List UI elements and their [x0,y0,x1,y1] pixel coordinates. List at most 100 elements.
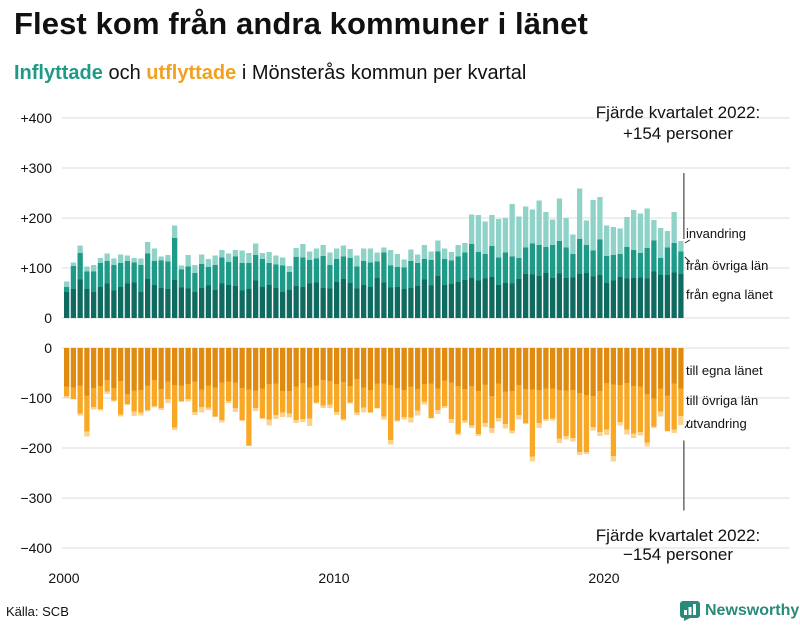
bar-in-immig [604,225,610,256]
bar-in-local [435,276,441,318]
bar-out-emig [388,440,394,445]
bar-out-local [415,348,421,389]
bar-out-emig [212,416,218,417]
bar-in-other [408,261,414,288]
bar-out-other [570,390,576,438]
bar-group [64,188,684,462]
bar-out-local [435,348,441,389]
bar-out-emig [205,407,212,410]
bar-out-local [442,348,448,381]
bar-in-local [610,280,617,318]
bar-in-local [286,290,293,318]
bar-in-local [165,289,171,318]
bar-in-other [624,247,630,279]
bar-in-other [334,259,340,282]
bar-out-other [529,389,536,457]
bar-out-local [273,348,279,384]
bar-in-local [361,285,367,318]
bar-in-other [138,265,144,292]
bar-out-other [219,382,225,420]
bar-in-local [523,274,529,318]
bar-in-other [111,265,117,291]
bar-out-emig [408,417,414,423]
bar-out-emig [199,407,205,413]
bar-out-other [556,390,563,439]
bar-out-local [455,348,461,386]
bar-in-immig [509,204,515,257]
bar-in-other [266,263,272,285]
bar-out-local [509,348,515,391]
brand[interactable]: Newsworthy [680,601,799,621]
bar-in-immig [340,245,347,257]
bar-in-immig [381,247,387,253]
bar-in-immig [219,250,225,258]
bar-in-local [455,282,461,318]
bar-out-emig [401,417,407,420]
y-tick-label: +200 [20,210,52,226]
bar-out-other [604,383,610,430]
bar-in-immig [327,252,333,265]
bar-out-other [354,379,360,413]
bar-in-immig [226,253,232,262]
bar-out-local [199,348,205,390]
bar-out-other [442,380,448,406]
bar-out-local [361,348,367,388]
bar-in-immig [205,259,212,267]
bar-out-emig [84,431,90,437]
bar-out-local [246,348,252,390]
bar-in-other [604,256,610,283]
bar-in-other [131,262,137,283]
y-tick-label: −300 [20,490,52,506]
bar-in-other [563,247,569,278]
bar-out-emig [172,427,178,430]
bar-in-immig [664,231,671,248]
bar-out-other [199,389,205,407]
bar-in-immig [536,200,542,245]
bar-out-local [239,348,245,388]
label-till-egna-lanet: till egna länet [686,363,763,378]
bar-out-emig [77,413,83,416]
bar-out-other [644,394,650,443]
bar-in-immig [442,248,448,259]
bar-in-other [421,259,428,280]
bar-in-other [543,247,549,273]
bar-out-other [286,391,293,414]
bar-in-immig [212,255,218,265]
bar-in-immig [543,212,549,247]
bar-in-other [340,256,347,279]
bar-out-local [496,348,502,384]
bar-in-immig [165,255,171,262]
bar-in-local [509,283,515,318]
bar-out-other [489,396,495,428]
bar-in-local [570,277,576,318]
annotation-bottom-line: −154 personer [623,545,733,564]
bar-in-local [97,287,104,318]
bar-in-other [158,260,164,288]
bar-out-emig [604,429,610,435]
bar-out-emig [273,415,279,419]
subtitle-utflyttade: utflyttade [146,62,237,84]
bar-out-local [104,348,110,380]
bar-in-other [658,258,664,275]
bar-in-other [151,261,158,285]
bar-in-local [651,271,657,318]
bar-out-other [631,386,637,434]
bar-out-emig [354,412,360,415]
bar-out-local [570,348,576,390]
bar-out-emig [482,423,488,427]
bar-in-immig [597,197,603,240]
bar-in-local [381,282,387,318]
bar-in-other [523,247,529,274]
bar-in-other [118,263,124,287]
bar-out-local [347,348,353,386]
bar-in-local [556,273,563,318]
bar-in-immig [334,248,340,259]
bar-in-immig [496,219,502,258]
bar-in-immig [644,208,650,248]
bar-in-other [64,287,70,292]
bar-out-emig [644,442,650,447]
bar-out-emig [145,410,151,412]
bar-in-immig [401,259,407,268]
bar-out-other [91,388,97,407]
